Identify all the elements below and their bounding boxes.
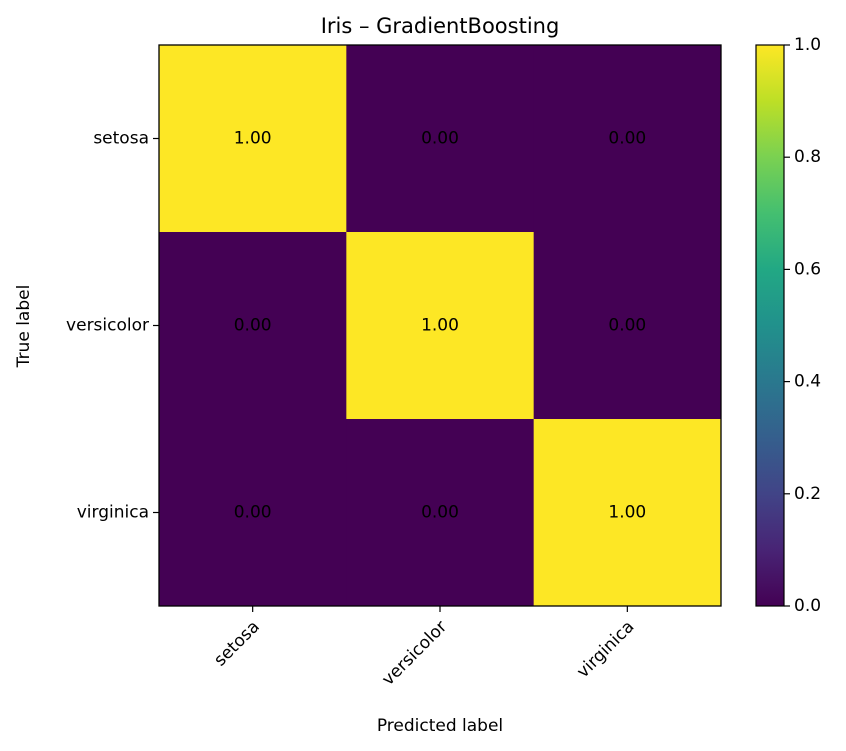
y-tick-label: versicolor bbox=[66, 316, 149, 336]
cell-value-label: 1.00 bbox=[608, 503, 646, 523]
cell-value-label: 1.00 bbox=[421, 316, 459, 336]
heatmap-cell bbox=[533, 232, 722, 420]
colorbar-tick-label: 0.6 bbox=[794, 259, 821, 279]
colorbar-ticks: 0.0 0.2 0.4 0.6 0.8 1.0 bbox=[784, 35, 821, 616]
x-tick-label: virginica bbox=[573, 617, 638, 682]
heatmap-cell bbox=[159, 45, 347, 233]
colorbar-tick-label: 0.4 bbox=[794, 372, 821, 392]
x-tick-label: versicolor bbox=[378, 617, 451, 690]
heatmap-cell bbox=[533, 45, 722, 233]
heatmap-cell bbox=[159, 419, 347, 607]
heatmap-cell-labels: 1.00 0.00 0.00 0.00 1.00 0.00 0.00 0.00 1.00 bbox=[234, 129, 647, 523]
colorbar-tick-label: 0.2 bbox=[794, 484, 821, 504]
chart-title: Iris – GradientBoosting bbox=[321, 14, 560, 38]
heatmap-cell bbox=[533, 419, 722, 607]
x-axis-ticks: setosa versicolor virginica bbox=[210, 606, 638, 690]
heatmap-cell bbox=[159, 232, 347, 420]
colorbar-tick-label: 0.8 bbox=[794, 147, 821, 167]
colorbar-tick-label: 0.0 bbox=[794, 596, 821, 616]
x-axis-label: Predicted label bbox=[377, 716, 503, 736]
heatmap-cells bbox=[159, 45, 722, 607]
cell-value-label: 0.00 bbox=[608, 129, 646, 149]
cell-value-label: 0.00 bbox=[608, 316, 646, 336]
cell-value-label: 0.00 bbox=[234, 316, 272, 336]
heatmap-cell bbox=[346, 232, 535, 420]
x-tick-label: setosa bbox=[210, 617, 264, 671]
y-axis-ticks: setosa versicolor virginica bbox=[66, 129, 159, 523]
y-tick-label: setosa bbox=[93, 129, 149, 149]
heatmap-cell bbox=[346, 45, 535, 233]
cell-value-label: 0.00 bbox=[421, 503, 459, 523]
cell-value-label: 0.00 bbox=[421, 129, 459, 149]
y-axis-label: True label bbox=[14, 285, 34, 369]
heatmap-cell bbox=[346, 419, 535, 607]
colorbar bbox=[755, 44, 785, 607]
y-tick-label: virginica bbox=[77, 503, 149, 523]
colorbar-tick-label: 1.0 bbox=[794, 35, 821, 55]
cell-value-label: 0.00 bbox=[234, 503, 272, 523]
cell-value-label: 1.00 bbox=[234, 129, 272, 149]
